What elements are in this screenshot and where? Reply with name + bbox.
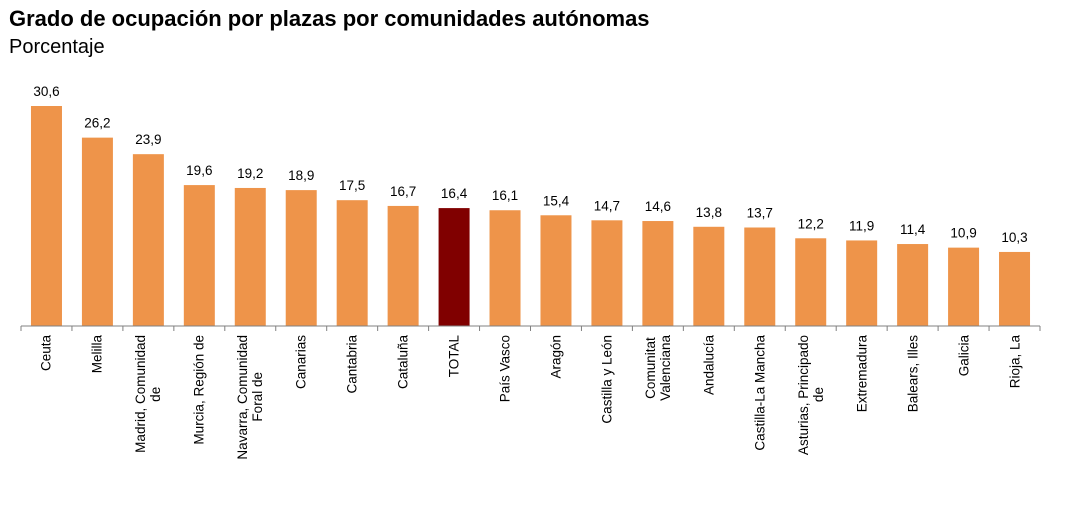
bar-4 — [234, 187, 266, 326]
bar-3 — [183, 185, 215, 326]
data-label: 14,7 — [594, 198, 620, 213]
data-label: 15,4 — [543, 193, 570, 208]
data-label: 11,9 — [849, 218, 874, 233]
data-label: 10,3 — [1001, 230, 1027, 245]
category-label: Cataluña — [395, 335, 411, 390]
data-label: 16,4 — [441, 186, 468, 201]
data-label: 26,2 — [84, 116, 110, 131]
category-label: Balears, Illes — [905, 335, 921, 413]
category-label: Murcia, Región de — [191, 335, 207, 445]
bar-2 — [132, 154, 164, 326]
category-label: TOTAL — [446, 335, 462, 378]
bar-18 — [948, 247, 980, 326]
category-label: Melilla — [89, 335, 105, 374]
data-label: 23,9 — [135, 132, 161, 147]
category-label: Castilla y León — [599, 335, 615, 424]
bar-17 — [897, 244, 929, 326]
data-label: 19,2 — [237, 166, 263, 181]
bar-0 — [30, 106, 62, 326]
bar-1 — [81, 137, 113, 326]
category-label: Ceuta — [38, 335, 54, 372]
data-label: 16,7 — [390, 184, 416, 199]
data-label: 10,9 — [950, 226, 976, 241]
bar-10 — [540, 215, 572, 326]
bar-12 — [642, 221, 674, 326]
category-label: Asturias, Principado de — [795, 335, 826, 456]
bar-15 — [795, 238, 827, 326]
category-label: Cantabria — [344, 335, 360, 394]
data-label: 16,1 — [492, 188, 518, 203]
data-label: 13,7 — [747, 206, 773, 221]
data-label: 18,9 — [288, 168, 314, 183]
category-label: Aragón — [548, 335, 564, 379]
data-label: 30,6 — [33, 84, 59, 99]
chart-title: Grado de ocupación por plazas por comuni… — [9, 6, 650, 31]
category-label: Canarias — [293, 335, 309, 390]
bar-7 — [387, 205, 419, 326]
category-label: Navarra, Comunidad Foral de — [235, 335, 266, 460]
data-label: 17,5 — [339, 178, 365, 193]
category-label: Rioja, La — [1007, 335, 1023, 389]
bar-14 — [744, 227, 776, 326]
category-label: Galicia — [956, 335, 972, 377]
category-label: Extremadura — [854, 335, 870, 413]
category-label: Madrid, Comunidad de — [133, 335, 164, 453]
bar-16 — [846, 240, 878, 326]
data-label: 14,6 — [645, 199, 671, 214]
data-label: 11,4 — [900, 222, 926, 237]
category-label: Andalucía — [701, 335, 717, 396]
data-label: 19,6 — [186, 163, 212, 178]
chart-subtitle: Porcentaje — [9, 36, 105, 58]
category-label: Comunitat Valenciana — [642, 335, 673, 401]
bar-9 — [489, 210, 521, 326]
bar-6 — [336, 200, 368, 326]
bar-11 — [591, 220, 623, 326]
category-label: Castilla-La Mancha — [752, 335, 768, 451]
bar-5 — [285, 190, 317, 326]
bar-8 — [438, 208, 470, 326]
bar-19 — [999, 251, 1031, 326]
category-label: País Vasco — [497, 335, 513, 403]
data-label: 13,8 — [696, 205, 722, 220]
bar-13 — [693, 226, 725, 326]
data-label: 12,2 — [798, 216, 824, 231]
